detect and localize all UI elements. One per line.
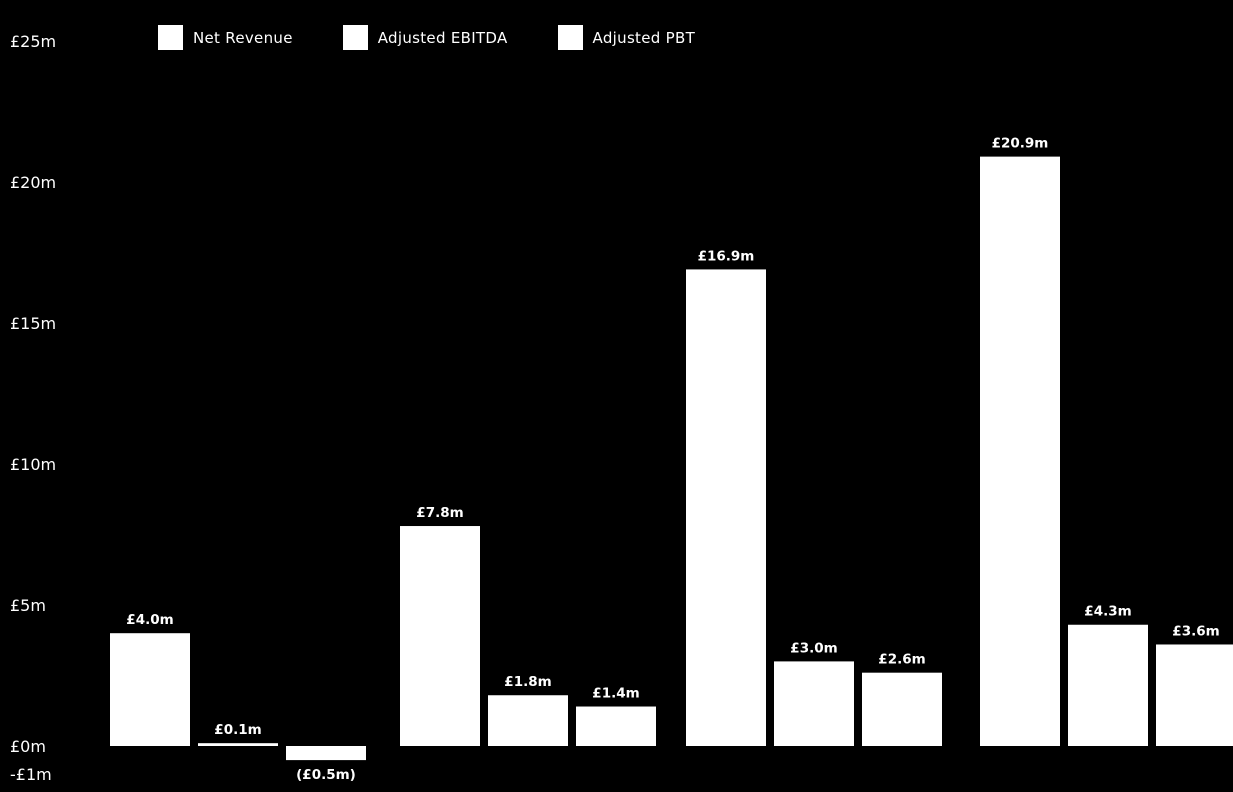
bar-net-revenue-3 bbox=[980, 156, 1060, 746]
y-tick-label: -£1m bbox=[10, 765, 52, 784]
bar-adjusted-pbt-1 bbox=[576, 706, 656, 746]
y-tick-label: £25m bbox=[10, 32, 56, 51]
data-label-adjusted-ebitda-2: £3.0m bbox=[790, 640, 837, 656]
data-label-net-revenue-1: £7.8m bbox=[416, 505, 463, 521]
data-labels: £4.0m £7.8m £16.9m £20.9m £0.1m £1.8m £3.0m £4.… bbox=[126, 136, 1219, 783]
bar-adjusted-ebitda-1 bbox=[488, 695, 568, 746]
bar-adjusted-ebitda-0 bbox=[198, 743, 278, 746]
bar-adjusted-ebitda-2 bbox=[774, 661, 854, 746]
y-tick-label: £20m bbox=[10, 173, 56, 192]
data-label-adjusted-pbt-0: (£0.5m) bbox=[296, 767, 356, 783]
y-tick-label: £15m bbox=[10, 314, 56, 333]
legend: Net Revenue Adjusted EBITDA Adjusted PBT bbox=[158, 25, 695, 50]
y-axis: £25m £20m £15m £10m £5m £0m -£1m bbox=[10, 32, 56, 784]
data-label-net-revenue-2: £16.9m bbox=[698, 248, 755, 264]
legend-swatch-net-revenue bbox=[158, 25, 183, 50]
bar-adjusted-ebitda-3 bbox=[1068, 624, 1148, 746]
data-label-net-revenue-3: £20.9m bbox=[992, 136, 1049, 152]
bars bbox=[110, 156, 1233, 761]
legend-item-adjusted-pbt: Adjusted PBT bbox=[557, 25, 696, 50]
legend-label-adjusted-pbt: Adjusted PBT bbox=[592, 28, 696, 47]
bar-adjusted-pbt-3 bbox=[1156, 644, 1233, 746]
data-label-adjusted-pbt-1: £1.4m bbox=[592, 686, 639, 702]
legend-label-adjusted-ebitda: Adjusted EBITDA bbox=[377, 28, 508, 47]
bar-net-revenue-1 bbox=[400, 526, 480, 746]
legend-item-net-revenue: Net Revenue bbox=[158, 25, 293, 50]
y-tick-label: £0m bbox=[10, 737, 46, 756]
data-label-adjusted-ebitda-1: £1.8m bbox=[504, 674, 551, 690]
legend-item-adjusted-ebitda: Adjusted EBITDA bbox=[342, 25, 508, 50]
data-label-adjusted-pbt-3: £3.6m bbox=[1172, 623, 1219, 639]
data-label-adjusted-pbt-2: £2.6m bbox=[878, 652, 925, 668]
data-label-net-revenue-0: £4.0m bbox=[126, 612, 173, 628]
data-label-adjusted-ebitda-0: £0.1m bbox=[214, 722, 261, 738]
legend-swatch-adjusted-ebitda bbox=[342, 25, 368, 50]
bar-net-revenue-2 bbox=[686, 269, 766, 746]
data-label-adjusted-ebitda-3: £4.3m bbox=[1084, 604, 1131, 620]
y-tick-label: £5m bbox=[10, 596, 46, 615]
bar-net-revenue-0 bbox=[110, 633, 190, 746]
y-tick-label: £10m bbox=[10, 455, 56, 474]
legend-label-net-revenue: Net Revenue bbox=[193, 28, 293, 47]
bar-adjusted-pbt-0 bbox=[286, 746, 366, 761]
legend-swatch-adjusted-pbt bbox=[557, 25, 583, 50]
bar-adjusted-pbt-2 bbox=[862, 672, 942, 746]
